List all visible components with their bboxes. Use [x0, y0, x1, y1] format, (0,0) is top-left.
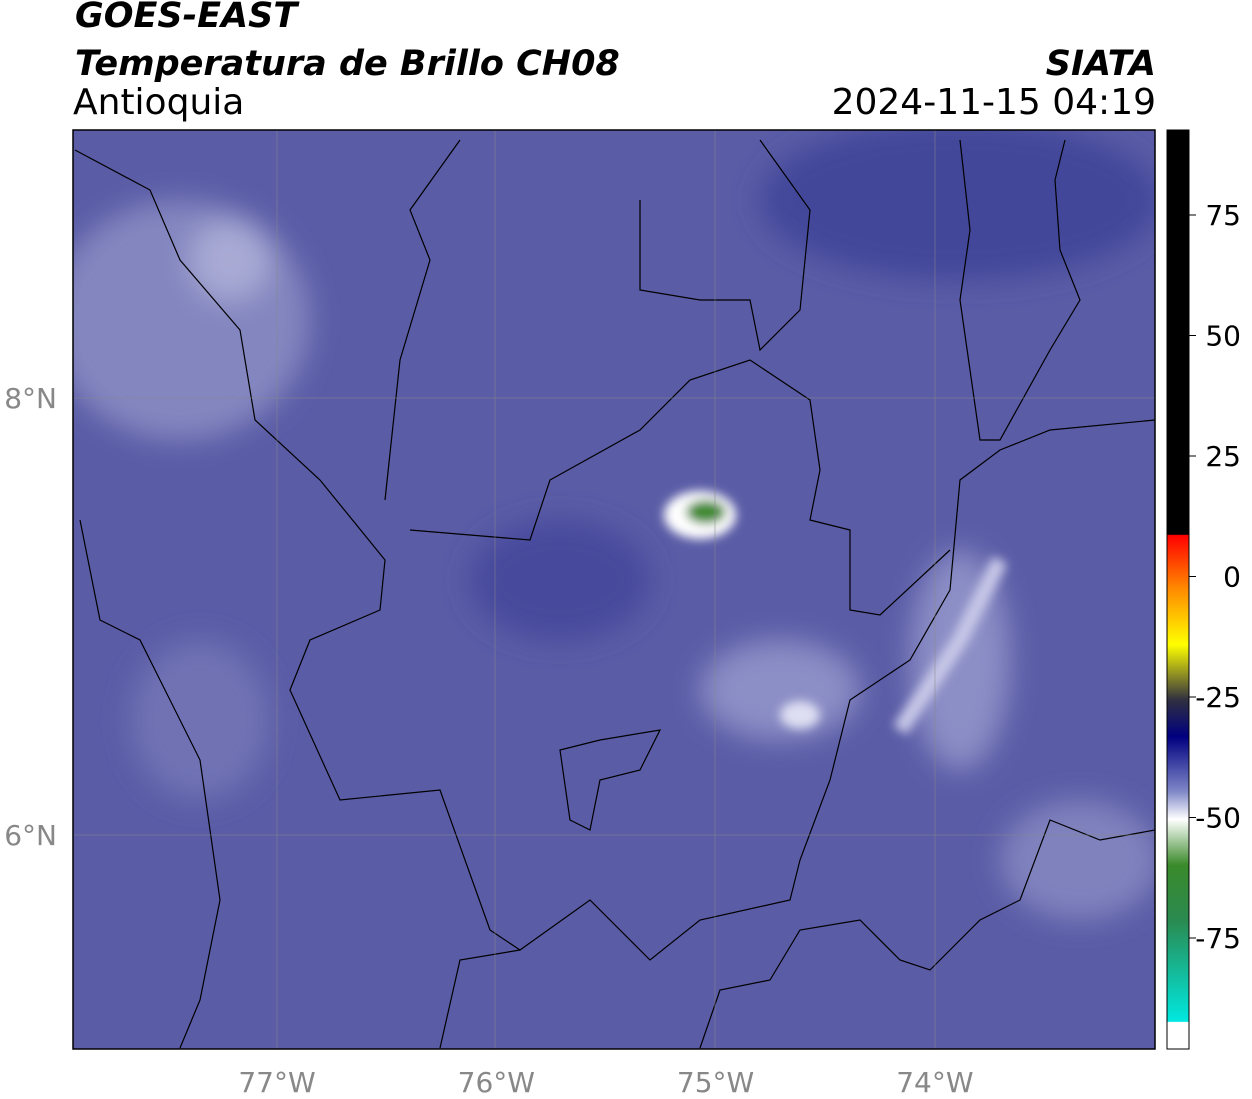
region: Antioquia — [73, 82, 245, 123]
lon-label: 75°W — [677, 1066, 754, 1099]
source: SIATA — [1045, 44, 1156, 84]
graticule — [73, 130, 1155, 1049]
colorbar-label: 25 — [1205, 440, 1241, 473]
lon-label: 77°W — [238, 1066, 315, 1099]
colorbar — [1166, 129, 1190, 1050]
lon-label: 76°W — [458, 1066, 535, 1099]
colorbar-label: -75 — [1195, 922, 1241, 955]
title: GOES-EAST — [75, 0, 298, 36]
colorbar-label: 0 — [1223, 561, 1241, 594]
colorbar-label: 50 — [1205, 320, 1241, 353]
lat-label: 6°N — [4, 819, 57, 852]
lat-label: 8°N — [4, 382, 57, 415]
lon-label: 74°W — [896, 1066, 973, 1099]
map-frame — [72, 129, 1156, 1050]
colorbar-label: 75 — [1205, 199, 1241, 232]
subtitle: Temperatura de Brillo CH08 — [75, 44, 620, 84]
colorbar-label: -50 — [1195, 802, 1241, 835]
map-area — [73, 130, 1155, 1049]
datetime: 2024-11-15 04:19 — [831, 82, 1156, 123]
cold-cloud — [664, 491, 1008, 735]
colorbar-label: -25 — [1195, 681, 1241, 714]
